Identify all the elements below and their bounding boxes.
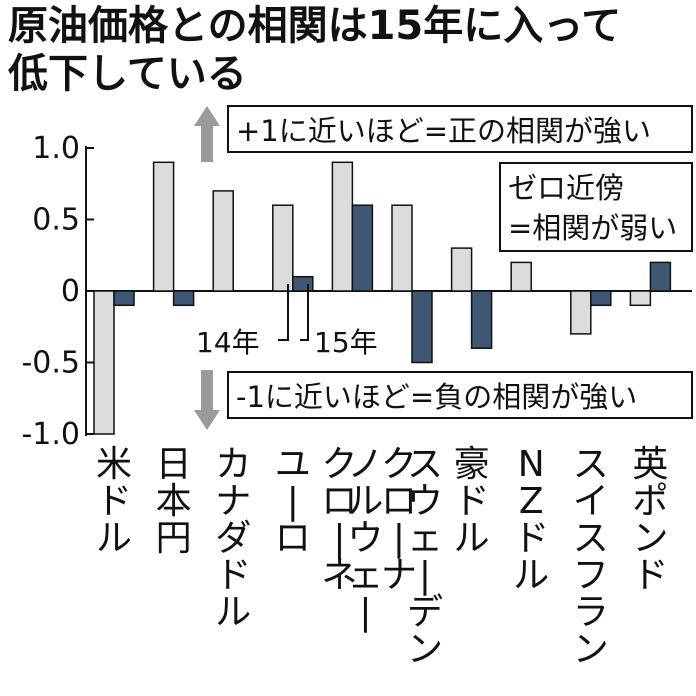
category-label-char: ル [215,592,251,633]
category-label-char: ル [454,518,490,559]
category-label-char: ポ [632,481,668,522]
category-label-char: デ [407,592,443,633]
bar-15 [172,290,195,307]
category-label-char: ナ [215,481,251,522]
annotation-negative: -1に近いほど=負の相関が強い [236,380,637,414]
category-label-char: N [518,444,545,485]
category-label-char: ド [215,555,251,596]
down-arrow-icon [194,370,220,430]
bar-14 [152,161,175,292]
category-label-char: イ [573,481,609,522]
bar-14 [93,290,115,435]
category-label-char: 円 [156,518,192,559]
bar-15 [351,204,374,292]
category-label-char: ネ [321,555,357,596]
axis: 1.0 0.5 0 -0.5 -1.0 [21,131,692,452]
category-label-char: ロ [275,518,311,559]
category-label-char: ド [454,481,490,522]
category-label-char: | [287,481,299,522]
bar-15 [292,275,314,292]
category-label-char: 米 [96,444,132,485]
category-label-char: ン [407,629,443,670]
category-label-char: ル [347,481,383,522]
legend-14-leader [278,284,289,341]
annotation-zero-box [499,162,693,252]
annotation-zero-line2: =相関が弱い [508,211,677,245]
bar-15 [649,261,672,292]
annotations: +1に近いほど=正の相関が強い ゼロ近傍 =相関が弱い -1に近いほど=負の相関… [227,105,693,419]
y-tick-label: 0 [61,274,80,309]
category-label-char: ル [96,518,132,559]
category-label-char: ナ [381,555,417,596]
category-label-char: ン [632,518,668,559]
category-label-char: ェ [407,518,443,559]
legend-15-leader [300,284,309,341]
y-tick-label: -1.0 [21,417,80,452]
bar-15 [590,290,612,307]
category-label-char: ウ [407,481,443,522]
category-label-char: カ [215,444,251,485]
annotation-negative-box [227,371,693,419]
legend: 14年 15年 [196,284,378,359]
annotation-positive: +1に近いほど=正の相関が強い [236,114,651,148]
y-tick-label: -0.5 [21,346,80,381]
bar-14 [570,290,592,335]
arrows [194,106,220,430]
annotation-positive-box [227,105,693,153]
category-label-char: ダ [215,518,251,559]
legend-14-label: 14年 [196,326,260,359]
category-label-char: ラ [573,592,609,633]
bar-14 [510,261,532,292]
category-label-char: | [333,518,345,559]
title-line-2: 低下している [8,51,247,97]
bar-15 [113,290,135,307]
bar-14 [331,161,354,292]
category-label-char: ウ [347,518,383,559]
category-label-char: ン [573,629,609,670]
category-label-char: | [393,518,405,559]
y-tick-label: 0.5 [32,203,80,238]
category-label-char: 英 [632,444,668,485]
title-line-1: 原油価格との相関は15年に入って [8,3,622,49]
category-label-char: | [419,555,431,596]
bar-14 [450,247,473,292]
category-label-char: フ [573,555,609,596]
bar-15 [470,290,493,349]
category-label-char: 豪 [454,444,490,485]
category-label-char: ス [573,444,609,485]
category-label-char: Z [519,481,544,522]
bars [93,161,672,435]
up-arrow-icon [194,106,220,162]
category-label-char: ス [573,518,609,559]
bar-15 [411,290,433,364]
category-label-char: ド [632,555,668,596]
annotation-zero-line1: ゼロ近傍 [508,171,624,205]
legend-15-label: 15年 [314,326,378,359]
bar-14 [629,290,652,307]
chart-title: 原油価格との相関は15年に入って 低下している [8,2,694,98]
category-label-char: ノ [347,444,383,485]
category-label-char: 日 [156,444,192,485]
category-label-char: ロ [381,481,417,522]
category-label-char: ユ [275,444,311,485]
category-label-char: ス [407,444,443,485]
category-label-char: ク [381,444,417,485]
y-tick-label: 1.0 [32,131,80,166]
category-label-char: ク [321,444,357,485]
bar-14 [391,204,413,292]
category-label-char: ロ [321,481,357,522]
category-label-char: ド [96,481,132,522]
category-label-char: ェ [347,555,383,596]
category-label-char: | [359,592,371,633]
category-labels: 米ドル日本円カナダドルユ|ロノルウェ|クロ|ネスウェ|デンクロ|ナ豪ドルNZドル… [96,444,668,670]
bar-14 [212,190,234,292]
category-label-char: ル [513,555,549,596]
category-label-char: ド [513,518,549,559]
category-label-char: 本 [156,481,192,522]
bar-14 [272,204,294,292]
